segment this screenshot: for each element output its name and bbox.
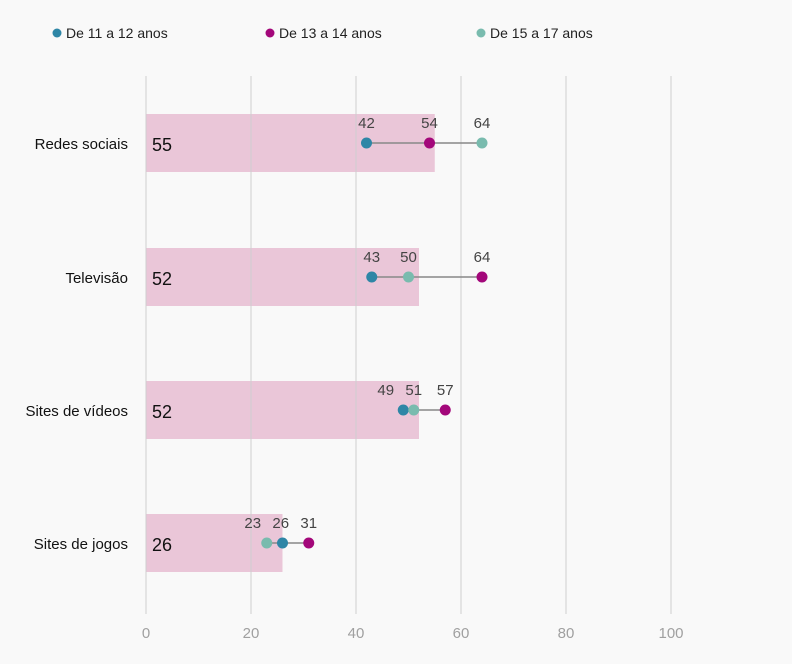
point-value-label: 50 — [400, 249, 417, 266]
legend-label: De 13 a 14 anos — [279, 25, 382, 41]
x-tick-label: 100 — [658, 625, 683, 642]
point-value-label: 64 — [474, 115, 491, 132]
bar-value-label: 52 — [152, 402, 172, 422]
point-value-label: 31 — [300, 515, 317, 532]
dumbbell-point — [277, 537, 288, 549]
legend-label: De 11 a 12 anos — [66, 25, 168, 41]
bar-value-label: 55 — [152, 135, 172, 155]
dumbbell-point — [261, 537, 273, 549]
point-value-label: 51 — [405, 382, 422, 399]
point-value-label: 43 — [363, 249, 380, 266]
point-value-label: 64 — [474, 249, 491, 266]
legend-label: De 15 a 17 anos — [490, 25, 593, 41]
point-value-label: 42 — [358, 115, 375, 132]
x-tick-label: 80 — [558, 625, 575, 642]
point-value-label: 23 — [244, 515, 261, 532]
bar-value-label: 26 — [152, 535, 172, 555]
legend-marker — [52, 28, 62, 38]
dumbbell-point — [366, 271, 378, 283]
x-tick-label: 40 — [348, 625, 365, 642]
bar-value-label: 52 — [152, 269, 172, 289]
point-value-label: 57 — [437, 382, 454, 399]
dumbbell-point — [403, 271, 414, 283]
category-label: Sites de vídeos — [25, 403, 128, 420]
category-label: Redes sociais — [35, 136, 128, 153]
category-label: Televisão — [65, 270, 128, 287]
point-value-label: 26 — [272, 515, 289, 532]
dumbbell-point — [476, 271, 488, 283]
dumbbell-point — [476, 137, 488, 149]
dumbbell-point — [424, 137, 435, 149]
dumbbell-point — [439, 404, 451, 416]
dumbbell-point — [303, 537, 315, 549]
point-value-label: 54 — [421, 115, 438, 132]
bar — [146, 381, 419, 439]
bar — [146, 514, 283, 572]
x-tick-label: 0 — [142, 625, 150, 642]
legend-marker — [476, 28, 486, 38]
x-tick-label: 60 — [453, 625, 470, 642]
x-tick-label: 20 — [243, 625, 260, 642]
point-value-label: 49 — [377, 382, 394, 399]
legend-marker — [265, 28, 275, 38]
dumbbell-point — [397, 404, 409, 416]
category-label: Sites de jogos — [34, 536, 128, 553]
dumbbell-point — [408, 404, 420, 416]
dumbbell-point — [361, 137, 372, 149]
